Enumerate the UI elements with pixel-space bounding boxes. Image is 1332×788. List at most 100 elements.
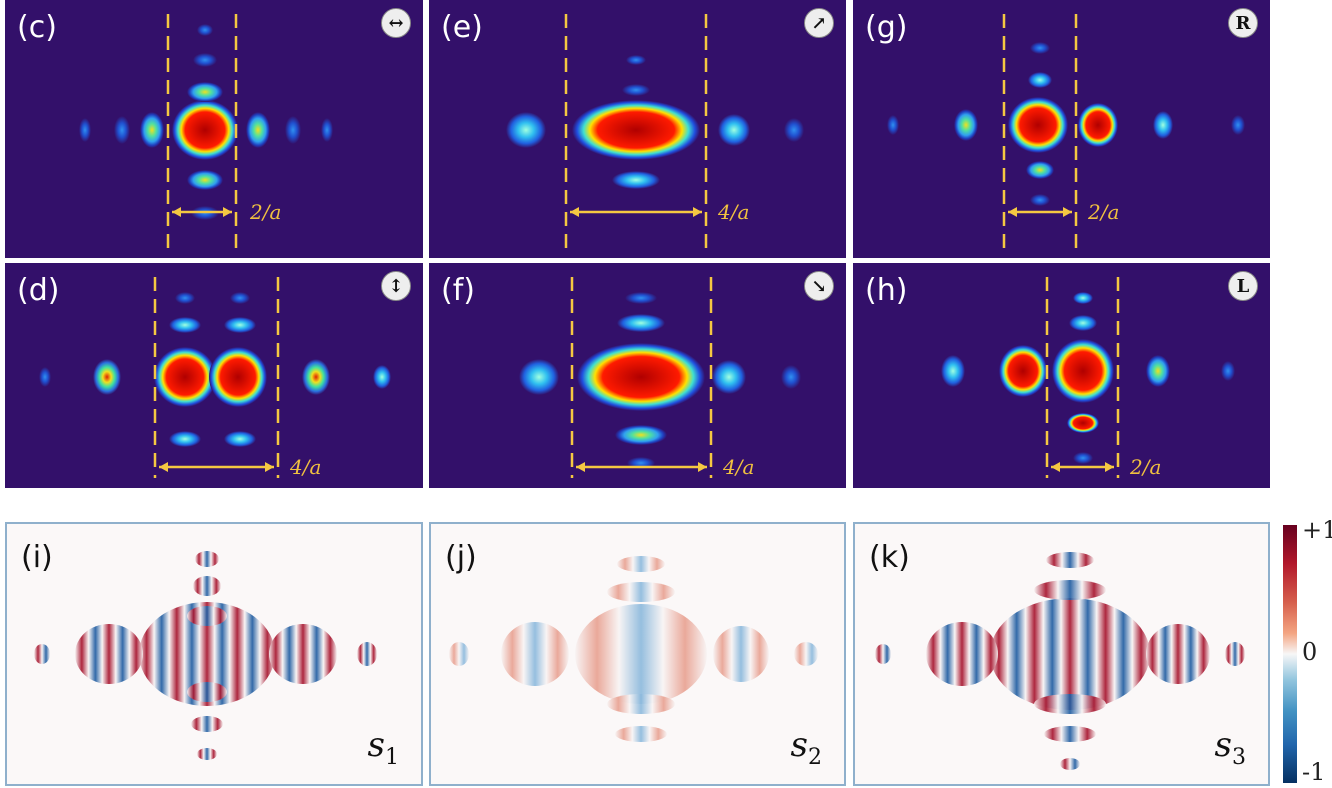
diffraction-spot xyxy=(1030,194,1050,206)
stokes-lobe xyxy=(990,598,1150,710)
diffraction-spot xyxy=(1153,111,1173,139)
panel-i: (i) s1 xyxy=(5,522,423,786)
diffraction-spot xyxy=(321,118,333,142)
panel-h-image xyxy=(941,277,1235,478)
diffraction-spot xyxy=(1073,292,1093,304)
diffraction-spot xyxy=(302,359,330,395)
stokes-lobe xyxy=(449,642,469,666)
diffraction-spot xyxy=(93,359,121,395)
stokes-index: 1 xyxy=(385,745,399,770)
stokes-lobe xyxy=(615,726,667,742)
stokes-lobe xyxy=(617,556,665,572)
stokes-lobe xyxy=(926,622,998,686)
diffraction-spot xyxy=(140,112,164,148)
stokes-lobe xyxy=(34,644,50,664)
diffraction-spot xyxy=(79,118,91,142)
stokes-index: 3 xyxy=(1232,745,1246,770)
diffraction-spot xyxy=(622,84,650,96)
panel-label: (c) xyxy=(17,10,57,45)
stokes-lobe xyxy=(501,622,569,686)
panel-label: (j) xyxy=(445,540,477,575)
panel-label: (i) xyxy=(21,540,53,575)
stokes-lobe xyxy=(269,624,337,684)
polarization-icon: L xyxy=(1228,271,1258,301)
stokes-lobe xyxy=(794,642,818,666)
diffraction-spot xyxy=(169,317,201,333)
stokes-symbol: s xyxy=(790,725,808,766)
panel-label: (e) xyxy=(441,10,483,45)
panel-j-image xyxy=(449,556,818,742)
diffraction-spot xyxy=(193,53,217,67)
diffraction-spot xyxy=(1221,361,1235,381)
diffraction-spot xyxy=(209,347,267,407)
diffraction-spot xyxy=(197,24,213,36)
stokes-label: s1 xyxy=(368,725,399,770)
stokes-lobe xyxy=(197,748,217,760)
diffraction-spot xyxy=(1069,315,1097,331)
diffraction-spot xyxy=(1078,103,1118,147)
panel-f-image xyxy=(519,277,801,478)
distance-label: 2/a xyxy=(250,200,282,224)
stokes-lobe xyxy=(357,642,377,666)
stokes-label: s2 xyxy=(791,725,822,770)
diffraction-spot xyxy=(1052,339,1114,403)
diffraction-spot xyxy=(39,367,51,387)
diffraction-spot xyxy=(230,292,250,304)
diffraction-spot xyxy=(784,118,804,142)
panel-d-image xyxy=(39,277,391,478)
diffraction-spot xyxy=(1146,355,1170,387)
panel-c-image xyxy=(79,14,333,248)
polarization-icon: ↗ xyxy=(804,8,834,38)
diffraction-spot xyxy=(572,100,700,160)
diffraction-spot xyxy=(577,343,705,411)
diffraction-spot xyxy=(954,109,978,141)
diffraction-spot xyxy=(999,345,1047,397)
stokes-lobe xyxy=(713,626,769,682)
panel-label: (k) xyxy=(869,540,910,575)
stokes-symbol: s xyxy=(1214,725,1232,766)
stokes-index: 2 xyxy=(808,745,822,770)
distance-label: 4/a xyxy=(290,455,322,479)
polarization-icon: ↔ xyxy=(381,8,411,38)
diffraction-spot xyxy=(285,116,301,144)
panel-e: (e) ↗ 4/a xyxy=(429,0,846,258)
diffraction-spot xyxy=(887,115,899,135)
diffraction-spot xyxy=(114,116,130,144)
stokes-symbol: s xyxy=(367,725,385,766)
stokes-lobe xyxy=(1146,624,1210,684)
panel-label: (d) xyxy=(17,273,60,308)
diffraction-spot xyxy=(172,100,238,160)
stokes-lobe xyxy=(1060,758,1080,770)
diffraction-spot xyxy=(187,82,223,102)
diffraction-spot xyxy=(187,170,223,190)
distance-label: 2/a xyxy=(1088,200,1120,224)
diffraction-spot xyxy=(625,292,657,304)
panel-g: (g) R 2/a xyxy=(853,0,1270,258)
colorbar-mid-label: 0 xyxy=(1302,638,1318,666)
colorbar-max-label: +1 xyxy=(1302,516,1332,544)
diffraction-spot xyxy=(373,365,391,389)
panel-e-image xyxy=(506,14,804,248)
panel-k: (k) s3 xyxy=(853,522,1270,786)
stokes-lobe xyxy=(607,582,675,602)
diffraction-spot xyxy=(617,314,665,332)
diffraction-spot xyxy=(615,425,667,445)
diffraction-spot xyxy=(626,55,646,65)
diffraction-spot xyxy=(224,317,256,333)
stokes-lobe xyxy=(1044,726,1096,742)
colorbar-min-label: -1 xyxy=(1302,758,1326,786)
panel-label: (f) xyxy=(441,273,475,308)
diffraction-spot xyxy=(506,112,546,148)
diffraction-spot xyxy=(781,365,801,389)
diffraction-spot xyxy=(718,114,750,146)
distance-label: 2/a xyxy=(1130,455,1162,479)
stokes-lobe xyxy=(193,576,221,596)
diffraction-spot xyxy=(154,347,216,407)
diffraction-spot xyxy=(175,292,195,304)
stokes-lobe xyxy=(75,624,143,684)
colorbar xyxy=(1283,525,1297,783)
diffraction-spot xyxy=(224,431,256,447)
distance-label: 4/a xyxy=(723,455,755,479)
panel-h: (h) L 2/a xyxy=(853,263,1270,488)
stokes-lobe xyxy=(191,716,223,732)
